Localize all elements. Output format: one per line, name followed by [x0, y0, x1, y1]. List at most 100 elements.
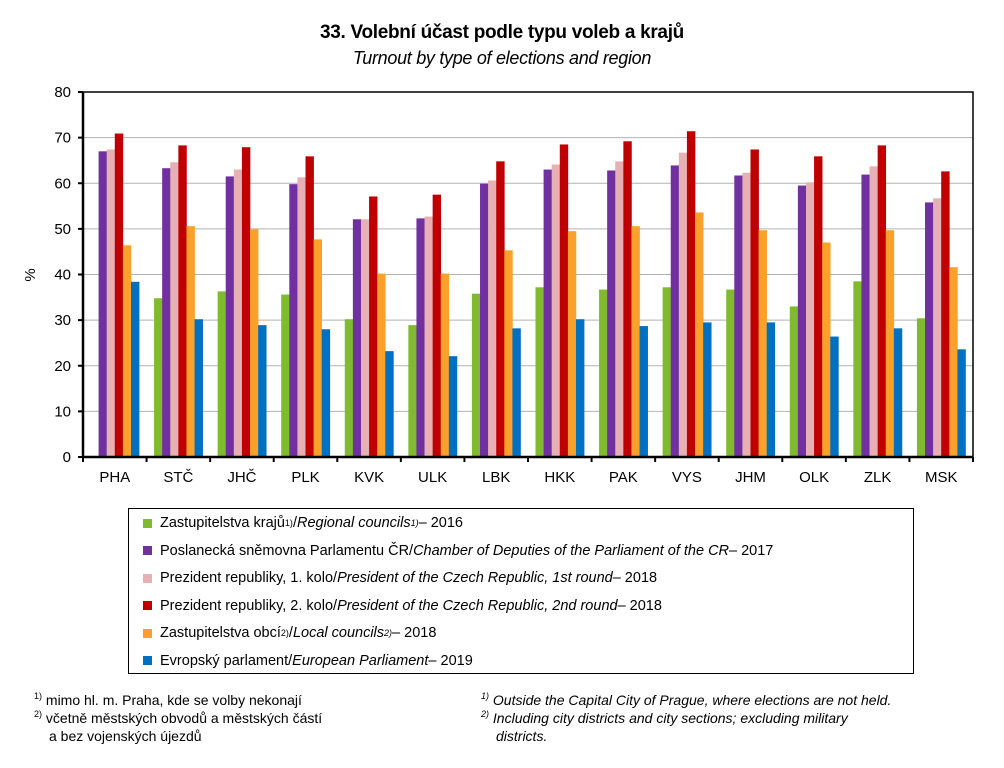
bar: [130, 281, 140, 457]
bar: [305, 156, 314, 458]
bar: [313, 239, 322, 457]
bar: [162, 168, 171, 457]
chart-subtitle: Turnout by type of elections and region: [352, 48, 652, 68]
x-tick-label: PAK: [609, 469, 638, 486]
bar: [869, 166, 878, 457]
y-tick-label: 20: [54, 358, 71, 375]
bar: [344, 319, 354, 457]
legend-item: Poslanecká sněmovna Parlamentu ČR / Cham…: [143, 541, 773, 561]
x-tick-label: OLK: [799, 469, 829, 486]
bar: [925, 202, 934, 457]
legend-item: Evropský parlament / European Parliament…: [143, 651, 473, 671]
y-tick-label: 50: [54, 221, 71, 238]
bar: [853, 281, 862, 457]
legend-swatch: [143, 518, 152, 528]
legend-label-english: Chamber of Deputies of the Parliament of…: [413, 542, 730, 559]
footnote-text: Including city districts and city sectio…: [492, 710, 848, 726]
bar-chart: 0 10 20 30 40 50 60 70 80 PHA STČ JHČ PLK KVK ULK LBK H…: [22, 84, 974, 486]
bar: [360, 219, 370, 457]
bar: [615, 161, 624, 457]
footnotes-english: 1) Outside the Capital City of Prague, w…: [481, 691, 891, 745]
legend-label-english: President of the Czech Republic, 1st rou…: [337, 570, 613, 586]
footnote-text: a bez vojenských újezdů: [49, 728, 202, 744]
bar: [893, 328, 903, 457]
bar: [98, 151, 107, 457]
legend-year: – 2019: [428, 652, 473, 669]
bar: [496, 161, 505, 457]
bar: [575, 319, 585, 457]
bar: [766, 322, 776, 457]
bar: [416, 218, 425, 457]
legend-swatch: [143, 573, 152, 583]
bar: [321, 329, 331, 457]
legend-item: Prezident republiky, 1. kolo / President…: [143, 568, 657, 588]
legend-year: – 2018: [392, 625, 437, 641]
bar: [352, 219, 362, 457]
footnotes-czech: 1) mimo hl. m. Praha, kde se volby nekon…: [34, 691, 322, 745]
gridlines: [83, 137, 973, 412]
legend-year: – 2018: [617, 597, 662, 614]
bar: [250, 229, 259, 457]
y-axis-label: %: [22, 268, 39, 281]
bar: [424, 216, 433, 457]
bar: [114, 133, 124, 458]
bar: [916, 318, 926, 457]
footnote-text: Outside the Capital City of Prague, wher…: [492, 692, 892, 708]
legend-label-czech: Zastupitelstva obcí: [160, 625, 281, 641]
x-tick-label: PLK: [291, 469, 319, 486]
footnote-marker: 2): [481, 709, 490, 719]
bar: [885, 230, 895, 457]
legend-year: – 2016: [418, 515, 463, 531]
bar: [797, 185, 807, 457]
bar: [408, 325, 417, 457]
bar: [385, 351, 394, 457]
bar: [122, 245, 132, 457]
footnote-line: 1) Outside the Capital City of Prague, w…: [481, 691, 891, 709]
footnote-text: mimo hl. m. Praha, kde se volby nekonají: [45, 692, 302, 708]
y-tick-label: 40: [54, 267, 71, 284]
legend-label-czech: Poslanecká sněmovna Parlamentu ČR: [160, 542, 410, 559]
bar: [789, 306, 799, 457]
x-tick-labels: PHA STČ JHČ PLK KVK ULK LBK HKK PAK VYS JHM OLK ZLK M…: [99, 469, 957, 486]
bar: [750, 149, 759, 458]
bar: [448, 356, 458, 457]
y-tick-label: 10: [54, 403, 71, 420]
bar: [877, 145, 887, 457]
y-tick-labels: 0 10 20 30 40 50 60 70 80: [54, 84, 71, 466]
x-tick-label: LBK: [482, 469, 510, 486]
bar: [567, 231, 577, 457]
x-tick-label: STČ: [163, 469, 193, 486]
bar: [734, 175, 743, 457]
footnote-text: včetně městských obvodů a městských část…: [45, 710, 323, 726]
footnote-marker: 1): [481, 691, 490, 701]
bar: [639, 326, 648, 457]
bar: [535, 287, 544, 457]
x-tick-label: JHČ: [227, 469, 256, 486]
bar: [830, 336, 839, 457]
legend-label-english: President of the Czech Republic, 2nd rou…: [337, 597, 618, 614]
bar: [678, 152, 688, 457]
bar: [949, 267, 958, 457]
y-tick-label: 80: [54, 84, 71, 101]
bar: [377, 273, 386, 457]
footnote-line: 2) včetně městských obvodů a městských č…: [34, 709, 322, 727]
x-tick-label: KVK: [354, 469, 384, 486]
legend-label-english: Local councils: [292, 625, 385, 641]
axes: [78, 91, 974, 462]
legend-swatch: [143, 546, 152, 555]
footnote-line: districts.: [481, 727, 891, 745]
y-tick-label: 70: [54, 130, 71, 147]
footnote-marker: 1): [34, 691, 43, 701]
footnote-line: a bez vojenských újezdů: [34, 727, 322, 745]
bar: [281, 294, 290, 457]
bar: [703, 322, 712, 457]
bar: [957, 349, 966, 457]
bar: [488, 180, 497, 457]
legend-item: Zastupitelstva obcí 2) / Local councils …: [143, 623, 436, 643]
bar: [607, 170, 616, 457]
legend-swatch: [143, 628, 152, 638]
bar: [432, 194, 442, 457]
legend-separator: /: [333, 570, 338, 586]
bar: [154, 298, 163, 457]
legend-label-english: Regional councils: [296, 515, 411, 531]
